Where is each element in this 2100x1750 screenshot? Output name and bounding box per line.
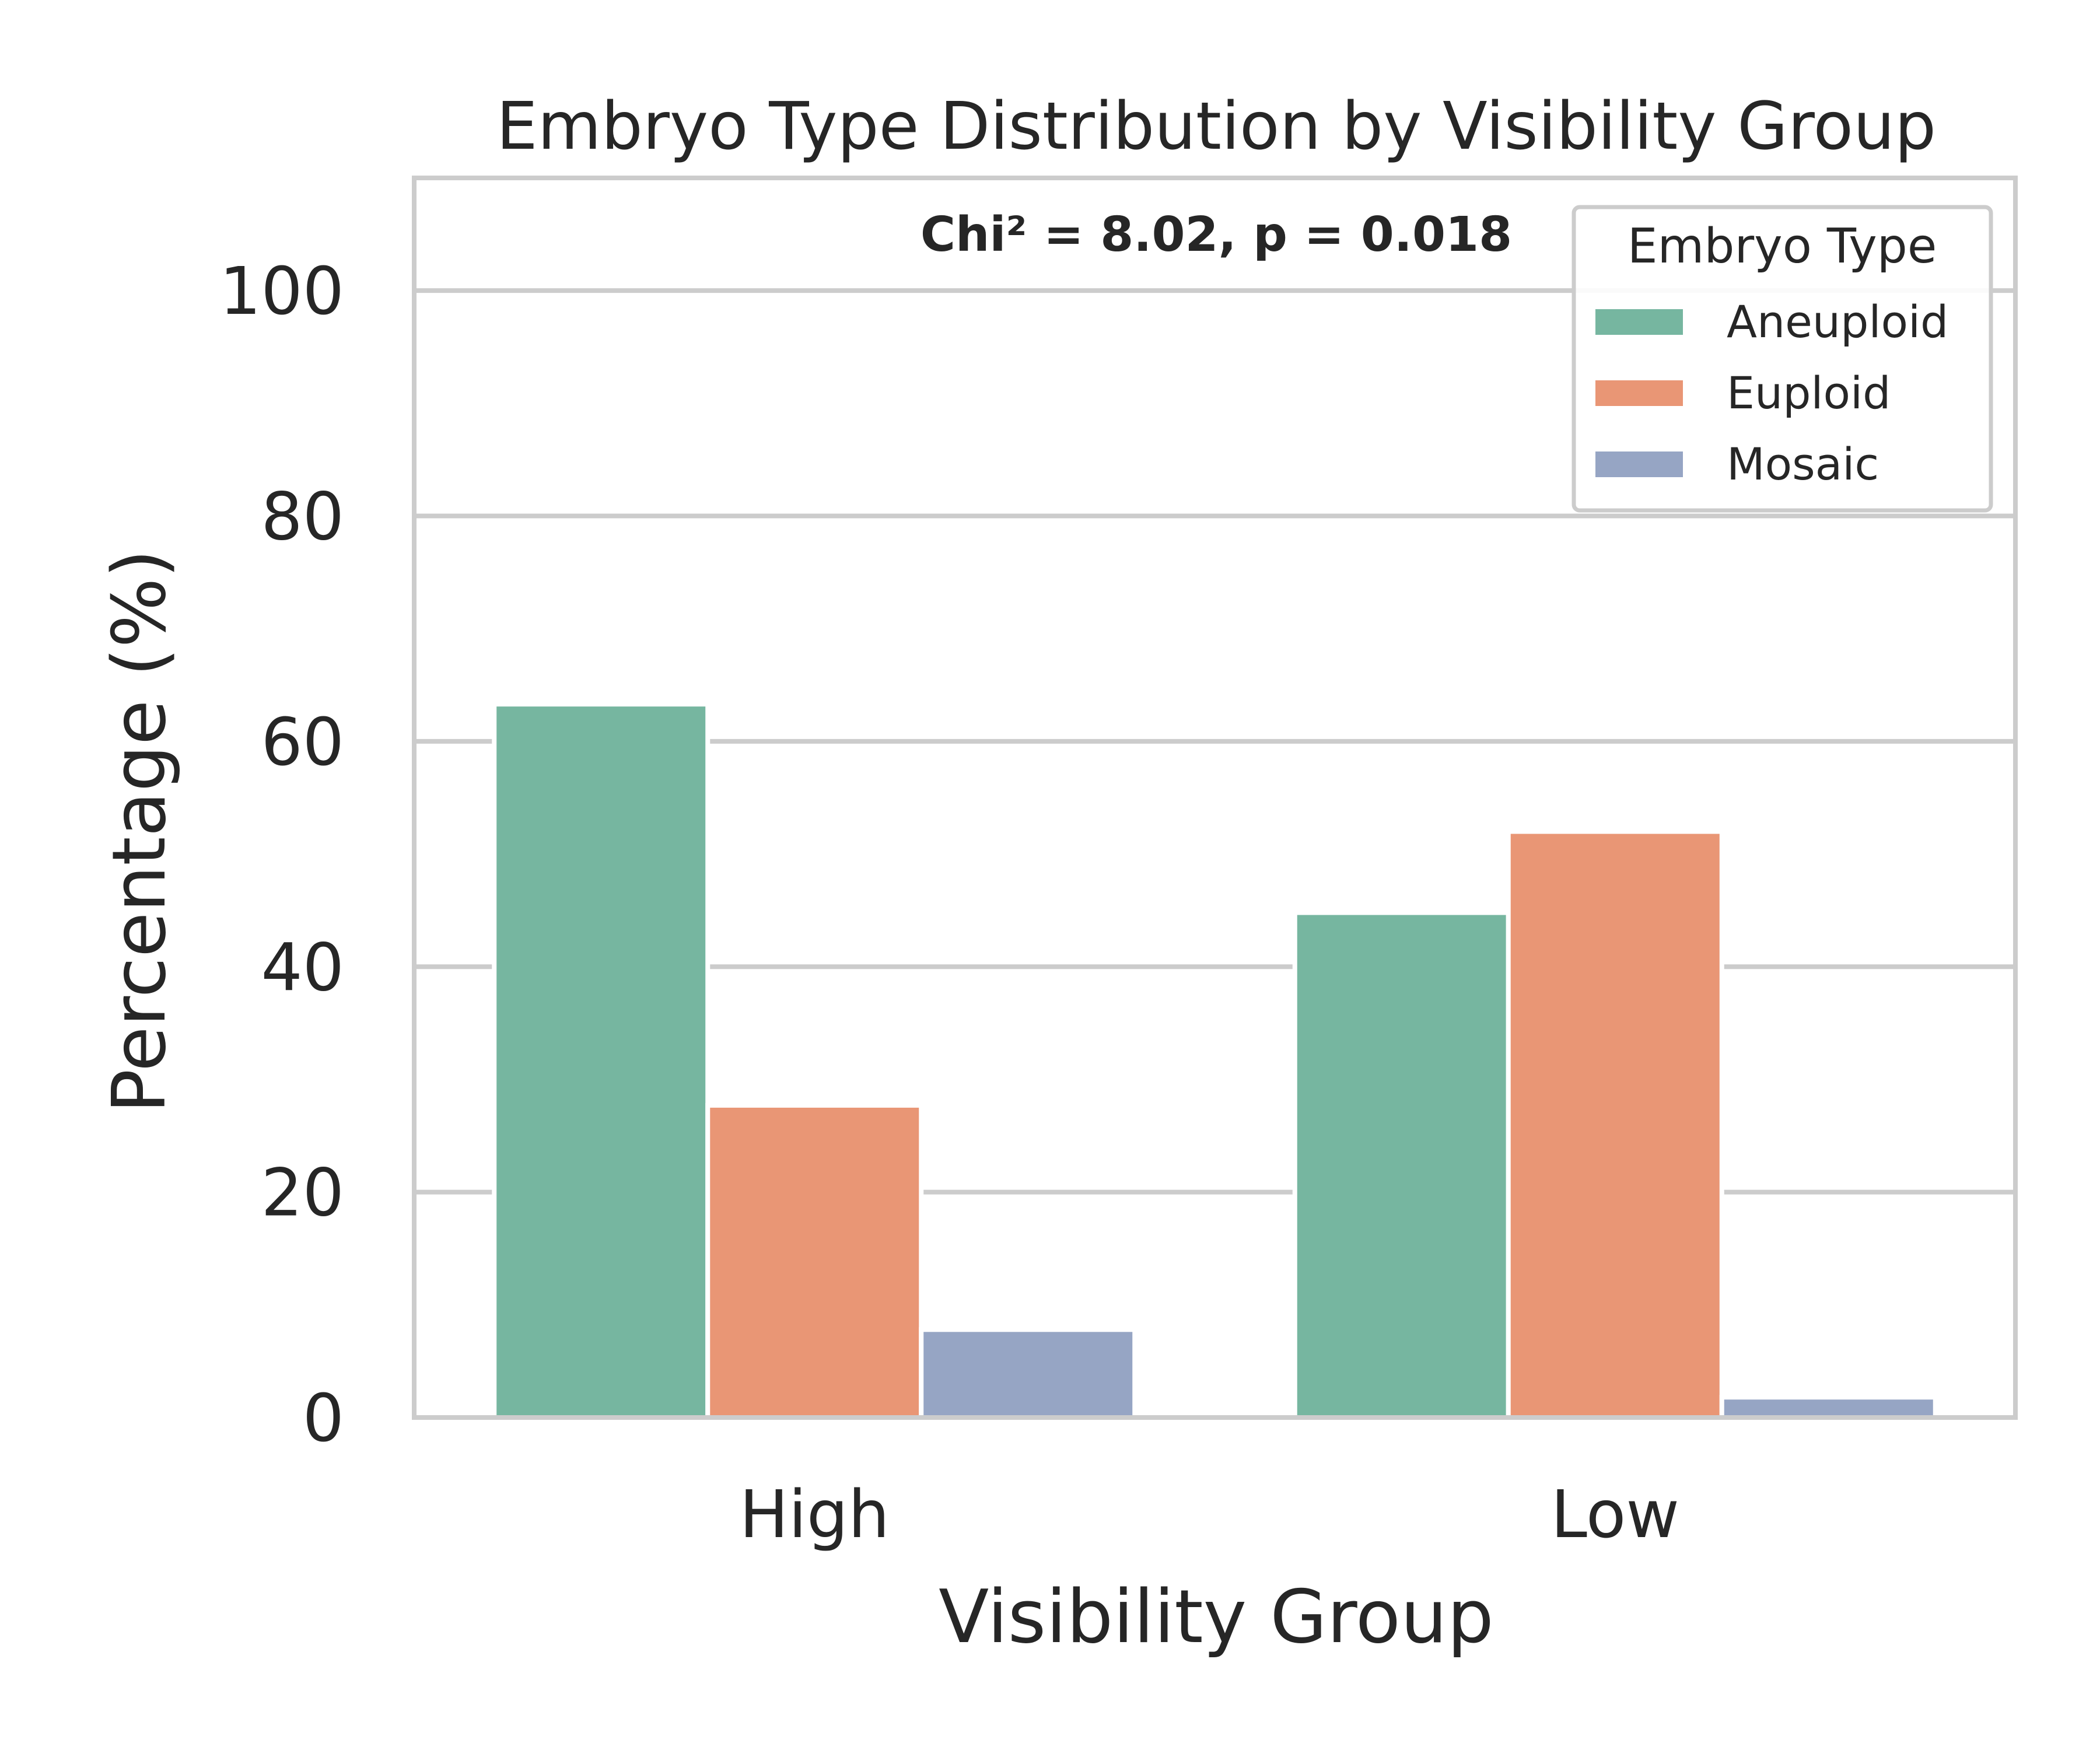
y-tick-label: 40	[261, 930, 344, 1006]
bar-euploid-high	[705, 1102, 924, 1420]
bar-euploid-low	[1506, 829, 1724, 1420]
legend-items: Aneuploid Euploid Mosaic	[1595, 296, 1948, 490]
legend-label-euploid: Euploid	[1727, 367, 1891, 419]
x-tick-labels: High Low	[740, 1477, 1679, 1553]
legend-label-mosaic: Mosaic	[1727, 438, 1879, 490]
y-tick-label: 100	[219, 254, 344, 330]
bar-mosaic-low	[1719, 1395, 1938, 1420]
x-tick-label: High	[740, 1477, 890, 1553]
legend-label-aneuploid: Aneuploid	[1727, 296, 1948, 348]
bars	[492, 702, 1938, 1420]
y-tick-label: 0	[303, 1381, 344, 1457]
plot-frame	[412, 176, 2018, 1420]
legend-title: Embryo Type	[1628, 219, 1937, 274]
y-tick-label: 80	[261, 480, 344, 555]
legend-swatch-mosaic	[1595, 452, 1683, 477]
y-axis-label: Percentage (%)	[96, 550, 182, 1114]
legend-swatch-euploid	[1595, 380, 1683, 406]
y-tick-label: 60	[261, 705, 344, 780]
legend-swatch-aneuploid	[1595, 309, 1683, 335]
bar-aneuploid-high	[492, 702, 710, 1420]
y-tick-label: 20	[261, 1156, 344, 1231]
bar-mosaic-high	[919, 1327, 1138, 1420]
chart-title: Embryo Type Distribution by Visibility G…	[496, 89, 1936, 164]
y-tick-labels: 0 20 40 60 80 100	[219, 254, 344, 1457]
bar-aneuploid-low	[1292, 910, 1511, 1420]
legend: Embryo Type Aneuploid Euploid Mosaic	[1572, 205, 1993, 513]
x-axis-label: Visibility Group	[939, 1574, 1494, 1660]
x-tick-label: Low	[1550, 1477, 1679, 1553]
chi-square-annotation: Chi² = 8.02, p = 0.018	[921, 207, 1512, 262]
legend-box	[1572, 205, 1993, 513]
